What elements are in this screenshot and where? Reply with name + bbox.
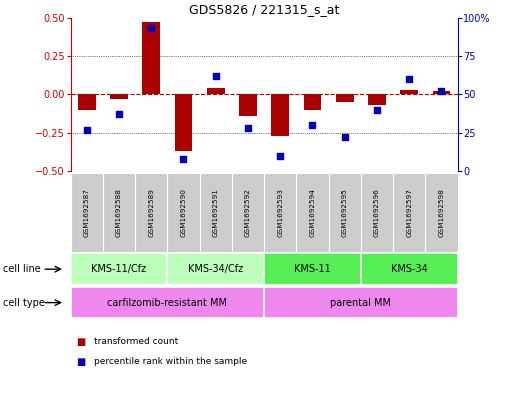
Bar — [361, 253, 458, 285]
Bar — [368, 94, 386, 105]
Bar — [264, 287, 458, 318]
Text: GSM1692598: GSM1692598 — [438, 188, 445, 237]
Point — [147, 25, 155, 31]
Text: ■: ■ — [76, 337, 85, 347]
Bar — [207, 88, 224, 94]
Point — [405, 76, 413, 82]
Bar — [264, 253, 361, 285]
Bar — [167, 173, 200, 252]
Point — [83, 127, 91, 133]
Text: GSM1692590: GSM1692590 — [180, 188, 187, 237]
Text: GSM1692594: GSM1692594 — [310, 188, 315, 237]
Text: GSM1692588: GSM1692588 — [116, 188, 122, 237]
Point — [276, 152, 285, 159]
Bar — [103, 173, 135, 252]
Bar — [336, 94, 354, 102]
Bar — [142, 22, 160, 94]
Text: carfilzomib-resistant MM: carfilzomib-resistant MM — [107, 298, 228, 308]
Bar — [71, 253, 167, 285]
Text: GSM1692593: GSM1692593 — [277, 188, 283, 237]
Point — [437, 88, 446, 94]
Text: KMS-11: KMS-11 — [294, 264, 331, 274]
Point — [244, 125, 252, 131]
Text: cell line: cell line — [3, 264, 40, 274]
Text: GSM1692591: GSM1692591 — [213, 188, 219, 237]
Bar — [175, 94, 192, 151]
Text: transformed count: transformed count — [94, 338, 178, 346]
Bar — [264, 173, 297, 252]
Text: KMS-34: KMS-34 — [391, 264, 428, 274]
Bar — [232, 173, 264, 252]
Text: percentile rank within the sample: percentile rank within the sample — [94, 357, 247, 366]
Bar — [71, 287, 264, 318]
Text: GSM1692592: GSM1692592 — [245, 188, 251, 237]
Text: GSM1692587: GSM1692587 — [84, 188, 90, 237]
Bar — [271, 94, 289, 136]
Point — [340, 134, 349, 140]
Bar — [78, 94, 96, 110]
Bar — [167, 253, 264, 285]
Bar — [433, 91, 450, 94]
Point — [179, 156, 188, 162]
Bar — [71, 173, 103, 252]
Text: KMS-11/Cfz: KMS-11/Cfz — [92, 264, 146, 274]
Bar — [135, 173, 167, 252]
Text: GSM1692597: GSM1692597 — [406, 188, 412, 237]
Bar — [239, 94, 257, 116]
Point — [373, 107, 381, 113]
Point — [309, 122, 317, 128]
Text: GSM1692595: GSM1692595 — [342, 188, 348, 237]
Text: cell type: cell type — [3, 298, 44, 308]
Bar — [110, 94, 128, 99]
Point — [115, 111, 123, 118]
Bar — [328, 173, 361, 252]
Bar — [297, 173, 328, 252]
Point — [211, 73, 220, 79]
Title: GDS5826 / 221315_s_at: GDS5826 / 221315_s_at — [189, 4, 339, 17]
Text: parental MM: parental MM — [331, 298, 391, 308]
Bar — [393, 173, 425, 252]
Bar — [304, 94, 321, 110]
Text: GSM1692596: GSM1692596 — [374, 188, 380, 237]
Text: KMS-34/Cfz: KMS-34/Cfz — [188, 264, 243, 274]
Bar — [401, 90, 418, 94]
Bar — [200, 173, 232, 252]
Text: GSM1692589: GSM1692589 — [148, 188, 154, 237]
Bar — [361, 173, 393, 252]
Text: ■: ■ — [76, 356, 85, 367]
Bar — [425, 173, 458, 252]
